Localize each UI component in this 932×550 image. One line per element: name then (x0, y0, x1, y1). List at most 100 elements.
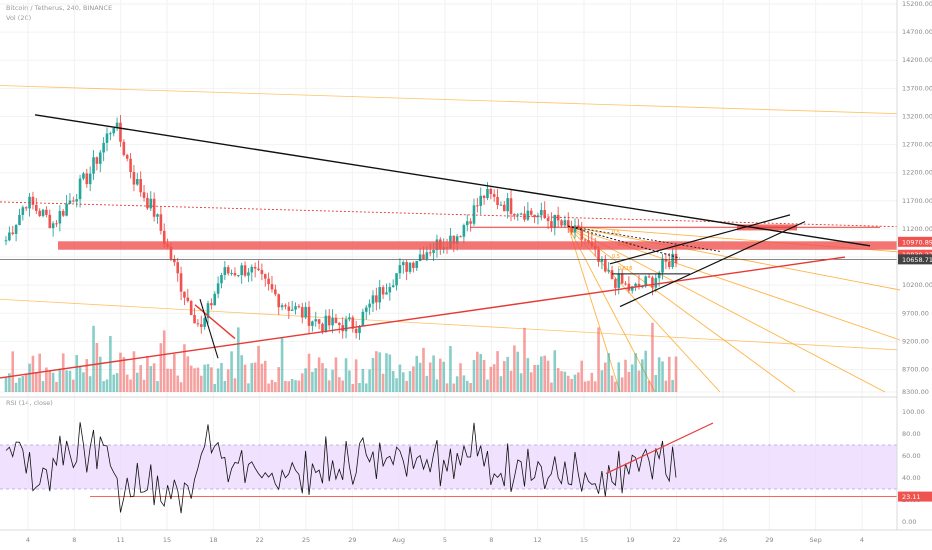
volume-bar (24, 373, 28, 392)
candle-body (21, 207, 25, 215)
candle-body (24, 207, 28, 209)
candle-body (361, 311, 365, 327)
volume-bar (486, 379, 489, 392)
candle-body (667, 261, 671, 268)
volume-bar (560, 371, 563, 392)
volume-bar (570, 378, 573, 392)
candle-body (243, 265, 247, 276)
volume-bar (72, 379, 75, 392)
volume-bar (186, 356, 190, 392)
volume-bar (267, 383, 270, 392)
price-label-text: 23.11 (902, 493, 921, 501)
volume-bar (98, 356, 102, 392)
volume-bar (371, 357, 375, 392)
candle-body (78, 178, 82, 200)
volume-bar (573, 374, 577, 392)
volume-bar (465, 380, 469, 392)
black-wedge-line (199, 299, 219, 359)
volume-bar (226, 369, 230, 392)
fib-fan-line (567, 225, 721, 393)
orange-channel-top (0, 85, 898, 115)
candle-body (354, 328, 358, 334)
candle-body (459, 236, 462, 238)
candle-body (257, 268, 260, 270)
price-tick-label: 14700.00 (902, 28, 932, 36)
volume-bar (540, 356, 543, 392)
candle-body (401, 262, 405, 266)
rsi-pane (0, 422, 897, 514)
time-axis[interactable]: 4 8 11 15 18 22 25 29 Aug 5 8 12 15 19 22 26 29 Sep 4 (26, 536, 864, 544)
candle-body (422, 254, 425, 260)
candle-body (395, 273, 398, 286)
candle-body (344, 319, 348, 332)
volume-bar (166, 368, 169, 392)
candle-body (92, 157, 95, 174)
candle-body (149, 198, 153, 209)
price-label-bg (898, 254, 932, 265)
candle-body (119, 122, 122, 142)
volume-bar (624, 359, 627, 392)
volume-bar (523, 327, 526, 392)
candle-body (513, 213, 516, 216)
candle-body (38, 210, 41, 216)
volume-bar (55, 381, 58, 392)
volume-bar (590, 372, 594, 392)
candle-body (274, 289, 277, 295)
volume-bar (617, 362, 621, 392)
candle-body (563, 220, 567, 226)
candle-body (550, 221, 553, 228)
price-tick-label: 13700.00 (902, 84, 932, 92)
volume-bar (519, 373, 523, 392)
volume-bar (361, 368, 365, 392)
volume-bar (109, 335, 112, 392)
candle-body (455, 236, 459, 244)
volume-bar (206, 364, 210, 392)
candle-body (560, 220, 563, 226)
time-tick-label: 15 (163, 536, 171, 544)
volume-bar (95, 343, 99, 392)
candle-body (358, 326, 361, 334)
volume-bar (398, 364, 402, 392)
fib-zone: 0.50.6180.50.618 (0, 85, 901, 393)
candle-body (193, 315, 196, 324)
volume-bar (614, 381, 617, 392)
volume-bar (112, 374, 116, 392)
candle-body (240, 265, 243, 276)
volume-bar (263, 360, 267, 392)
candle-body (627, 283, 631, 291)
volume-bar (213, 383, 217, 392)
candle-body (51, 223, 55, 229)
red-support-trend (0, 256, 846, 379)
candle-body (260, 269, 264, 275)
price-tick-label: 13200.00 (902, 112, 932, 120)
volume-bar (580, 360, 584, 392)
volume-bar (223, 380, 227, 392)
candle-body (476, 205, 479, 207)
candle-body (519, 213, 523, 215)
candle-body (526, 210, 530, 220)
candle-body (614, 279, 617, 288)
fib-fan-line (567, 225, 886, 393)
time-tick-label: 22 (673, 536, 681, 544)
price-label-bg (898, 491, 932, 502)
candle-body (674, 253, 678, 264)
volume-bar (294, 380, 297, 392)
candle-body (314, 319, 318, 322)
volume-bar (657, 357, 661, 392)
volume-bar (348, 370, 351, 392)
volume-bar (395, 378, 398, 392)
price-axis[interactable]: 15200.00 14700.00 14200.00 13700.00 13200.00… (902, 0, 932, 396)
volume-bar (327, 380, 331, 392)
time-tick-label: 26 (719, 536, 727, 544)
volume-bar (317, 357, 321, 392)
candle-body (338, 322, 341, 326)
volume-bar (674, 356, 678, 392)
volume-bar (526, 358, 530, 392)
candle-body (489, 188, 493, 195)
volume-bar (338, 377, 341, 392)
volume-bar (78, 365, 82, 392)
volume-bar (563, 371, 567, 392)
